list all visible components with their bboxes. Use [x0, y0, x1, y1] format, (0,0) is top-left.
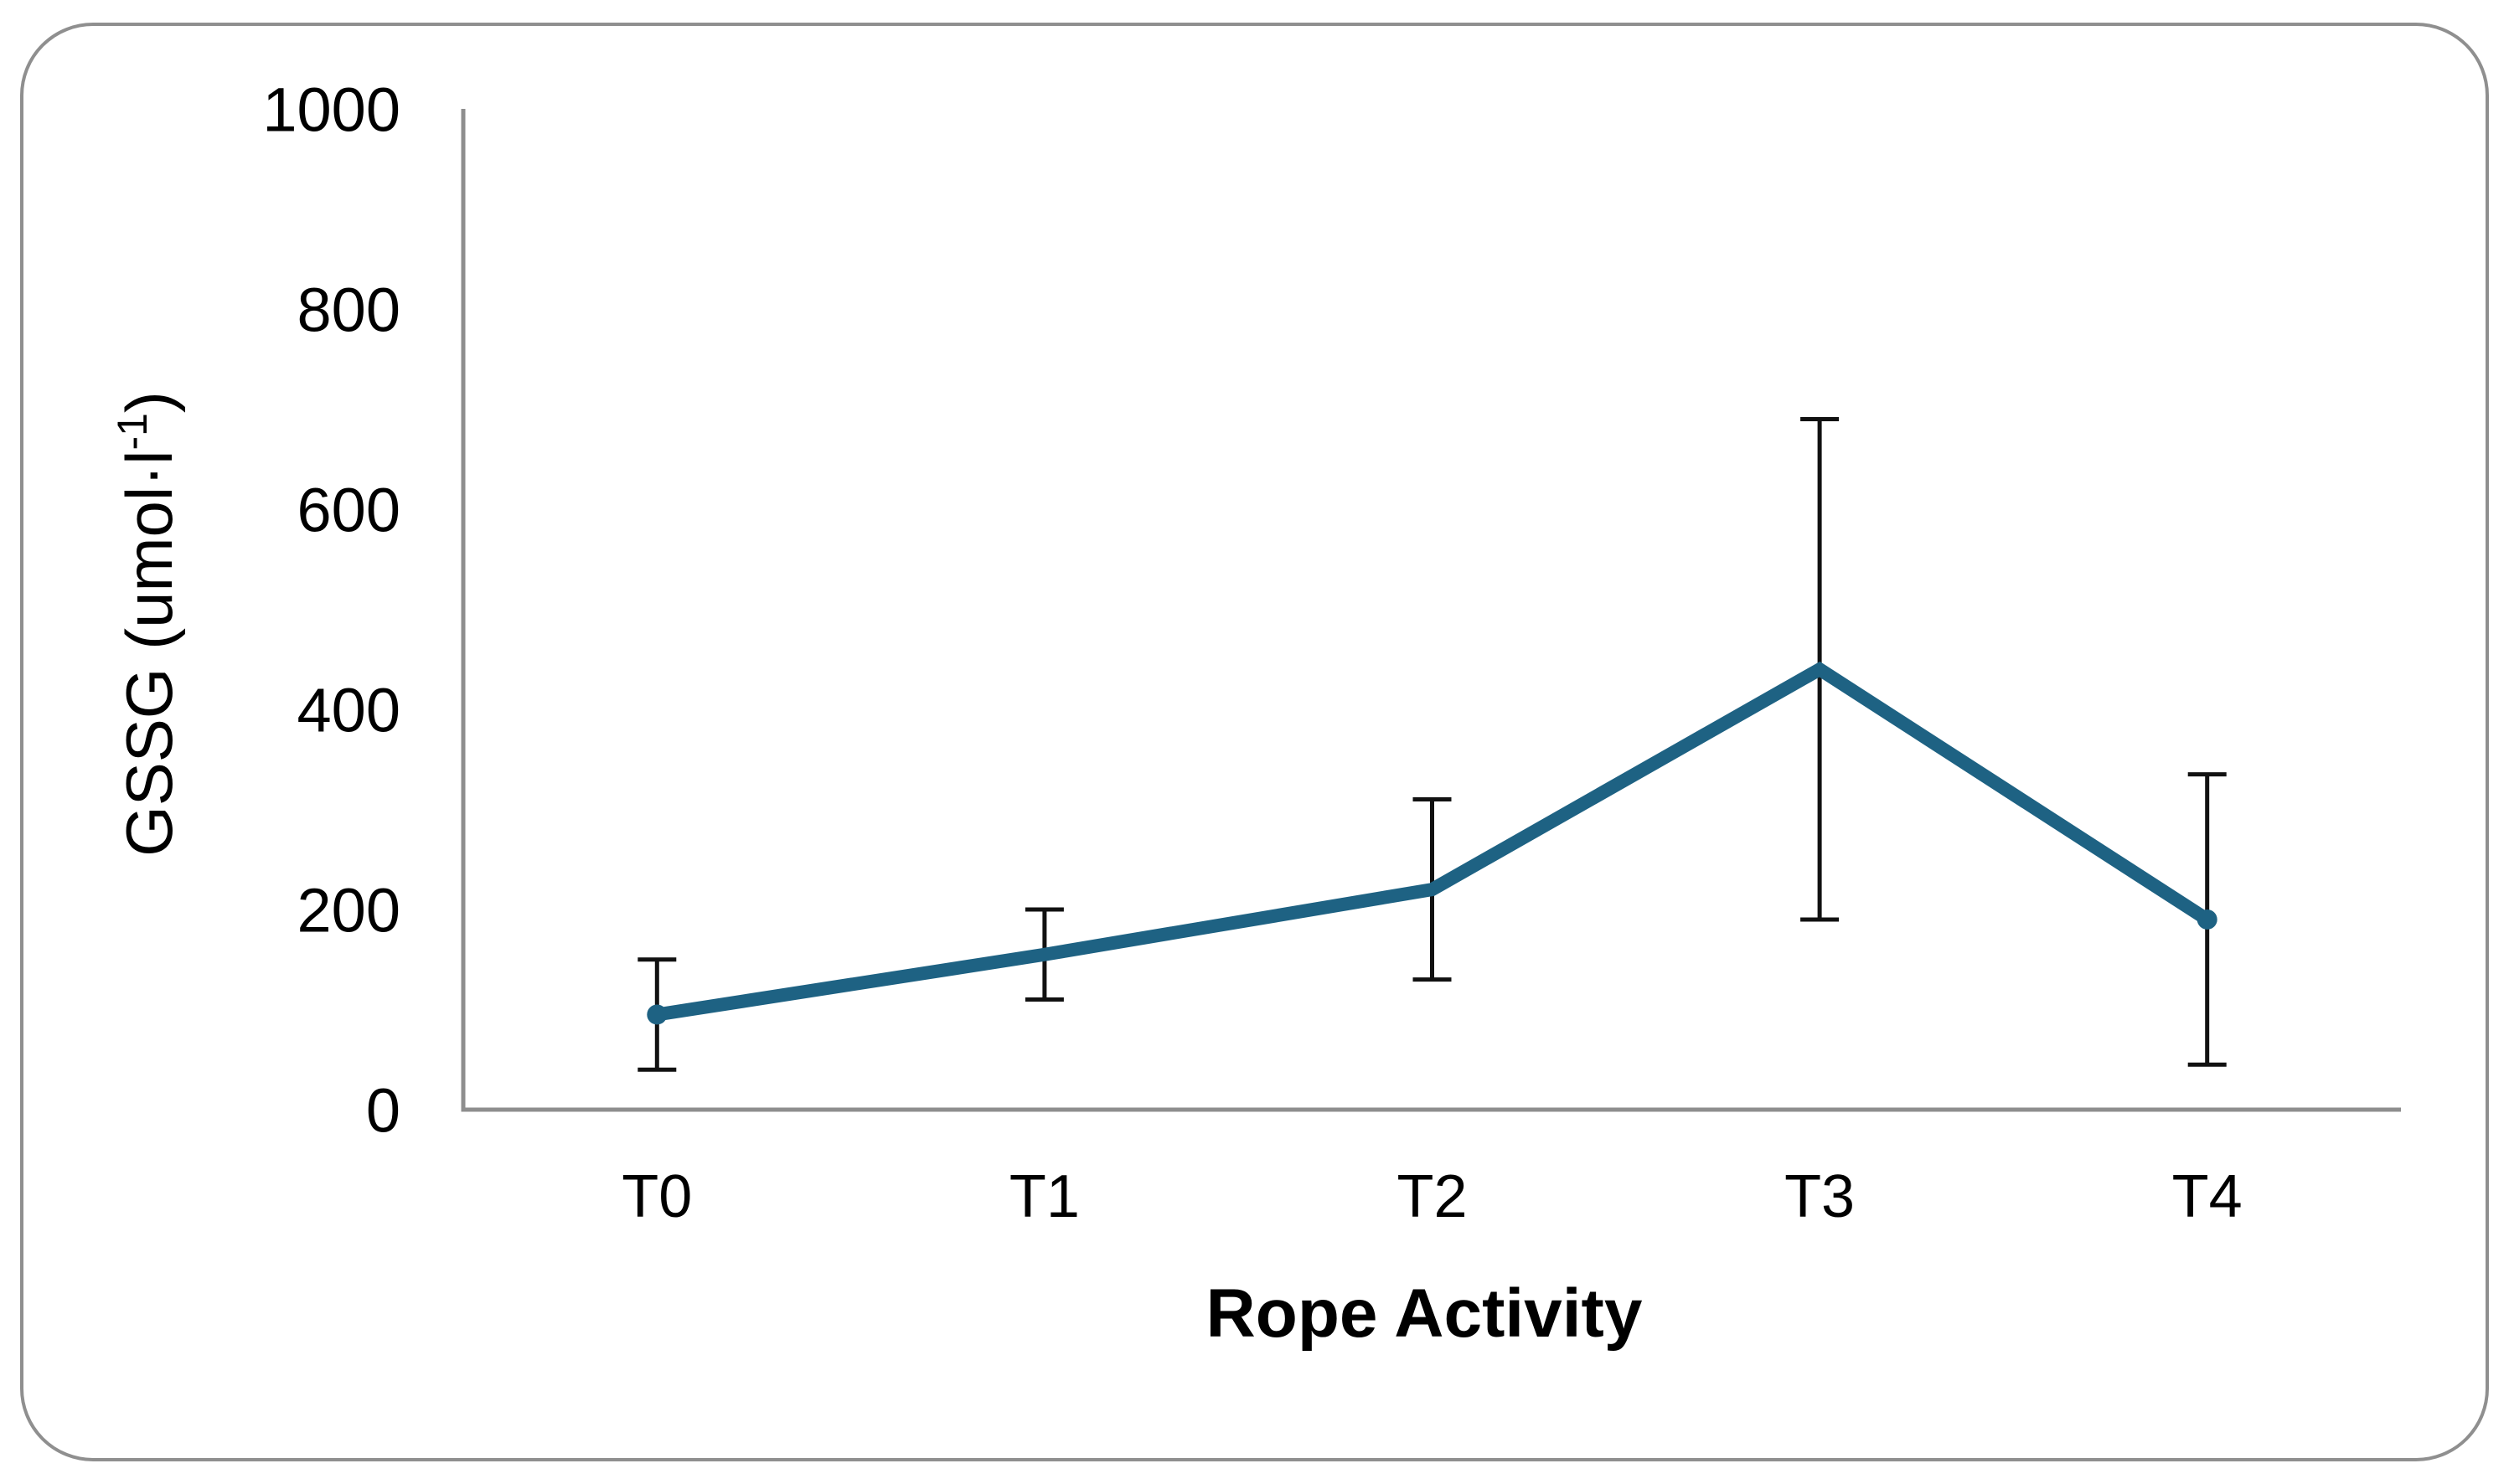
y-tick-label: 1000 [262, 75, 400, 145]
y-tick-label: 800 [297, 276, 400, 345]
figure-frame [20, 23, 2489, 1461]
x-category-label: T1 [1009, 1163, 1080, 1230]
series-line [650, 661, 2214, 1022]
y-axis-title: GSSG (umol·l-1) [109, 391, 186, 857]
x-category-labels: T0 T1 T2 T3 T4 [622, 1163, 2242, 1230]
y-tick-label: 400 [297, 676, 400, 745]
x-axis: T0 T1 T2 T3 T4 Rope Activity [461, 1107, 2401, 1352]
series-endpoint-dot [2197, 909, 2217, 930]
error-bars [638, 416, 2227, 1072]
x-category-label: T2 [1396, 1163, 1467, 1230]
data-series-line [647, 661, 2217, 1025]
x-category-label: T4 [2172, 1163, 2243, 1230]
y-tick-label: 600 [297, 476, 400, 545]
x-category-label: T0 [622, 1163, 692, 1230]
y-tick-label: 0 [366, 1076, 400, 1146]
x-axis-title: Rope Activity [1206, 1275, 1643, 1352]
y-axis: 0 200 400 600 800 1000 GSSG (umol·l-1) [109, 75, 466, 1146]
y-tick-labels: 0 200 400 600 800 1000 [262, 75, 400, 1146]
series-endpoint-dot [647, 1004, 668, 1025]
y-tick-label: 200 [297, 876, 400, 946]
x-category-label: T3 [1784, 1163, 1855, 1230]
